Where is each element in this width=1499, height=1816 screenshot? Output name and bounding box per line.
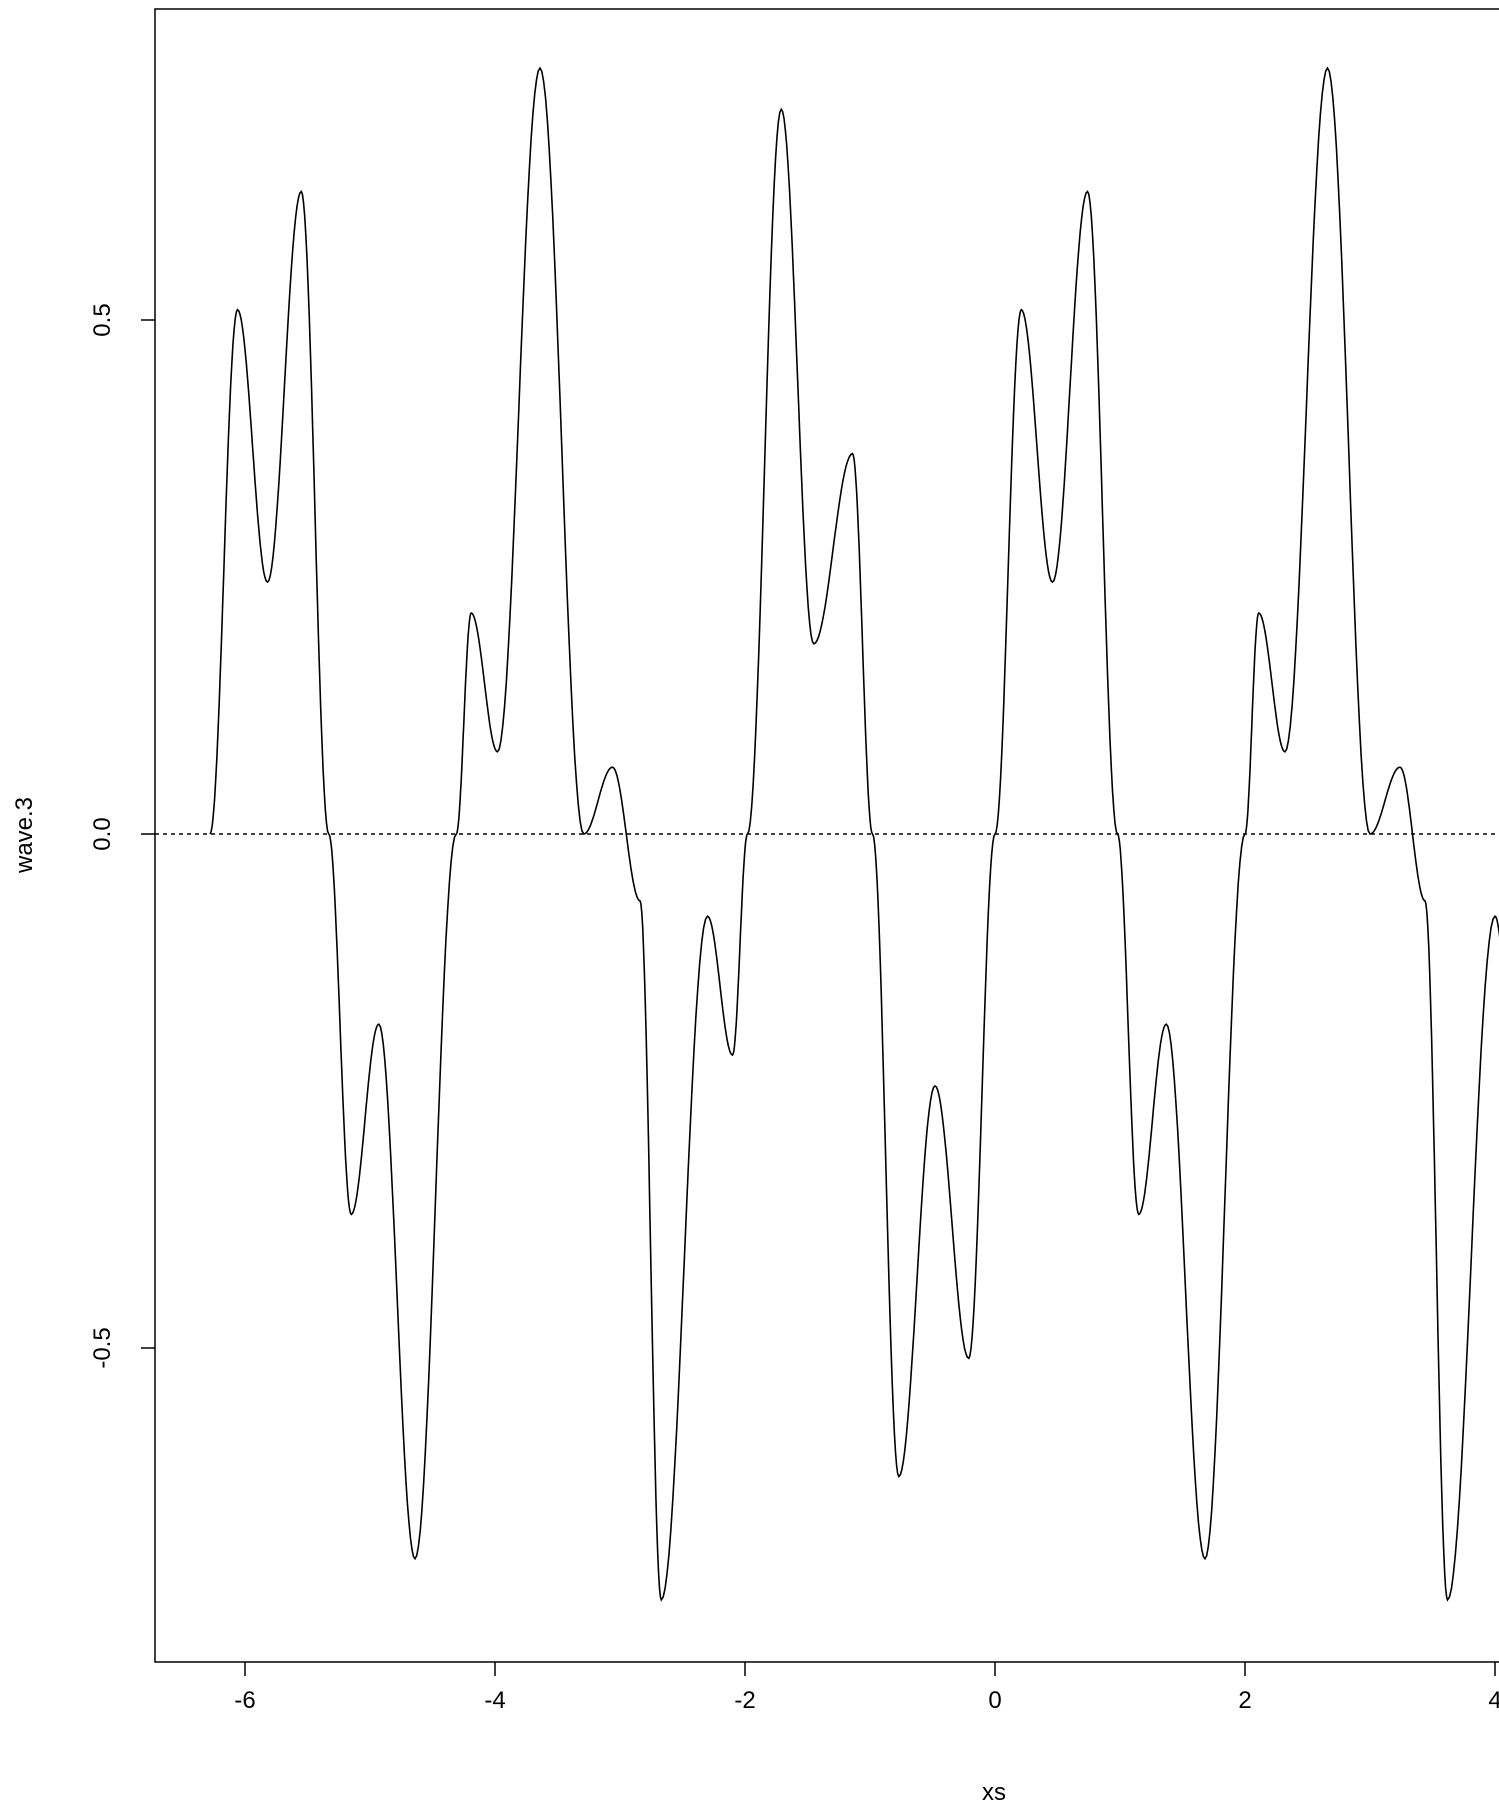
x-axis-title: xs — [982, 1779, 1006, 1806]
y-tick-label: 0.5 — [89, 303, 116, 336]
x-tick-label: 0 — [988, 1687, 1001, 1714]
y-axis: -0.5 0.0 0.5 — [89, 303, 155, 1369]
x-tick-label: 4 — [1488, 1687, 1499, 1714]
x-tick-label: -6 — [234, 1687, 255, 1714]
x-tick-label: -2 — [734, 1687, 755, 1714]
y-tick-label: -0.5 — [89, 1327, 116, 1368]
y-tick-label: 0.0 — [89, 817, 116, 850]
plot-area-frame — [154, 8, 1499, 1663]
x-tick-label: -4 — [484, 1687, 505, 1714]
series-line-wave-3 — [209, 66, 1499, 1602]
y-axis-title: wave.3 — [11, 797, 38, 874]
x-tick-label: 2 — [1238, 1687, 1251, 1714]
x-axis: -6 -4 -2 0 2 4 — [234, 1662, 1499, 1714]
